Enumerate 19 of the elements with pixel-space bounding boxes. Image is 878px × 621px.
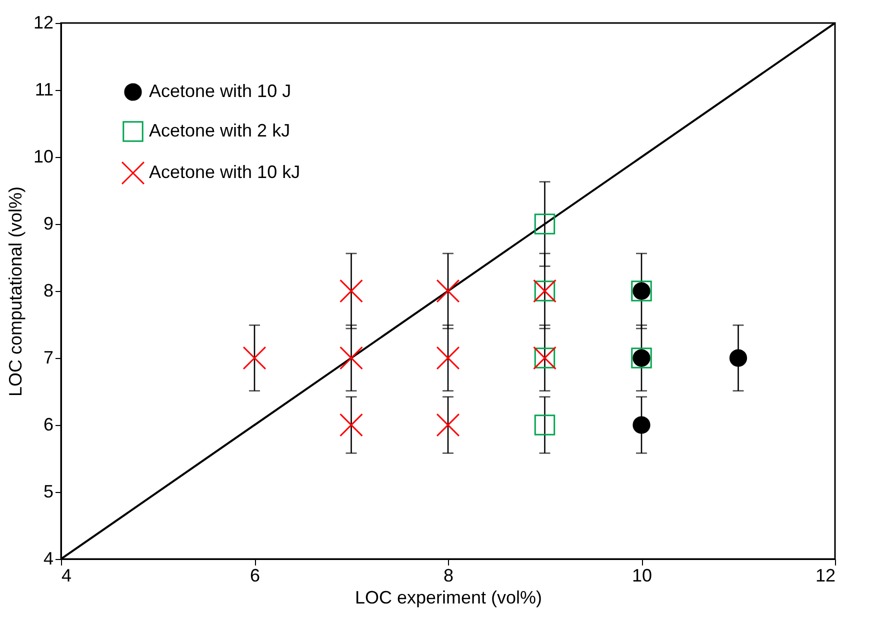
y-tick-label: 5 (43, 482, 54, 502)
y-tick-label: 4 (43, 548, 54, 568)
x-axis-title: LOC experiment (vol%) (354, 588, 542, 608)
y-tick-label: 8 (43, 280, 54, 300)
y-axis-title: LOC computational (vol%) (5, 186, 26, 397)
y-tick-label: 10 (33, 146, 54, 166)
x-tick-label: 10 (632, 566, 652, 586)
y-tick-label: 12 (33, 12, 54, 32)
x-tick-label: 4 (62, 566, 72, 586)
legend-label: Acetone with 10 kJ (149, 162, 300, 182)
legend-label: Acetone with 2 kJ (149, 120, 290, 140)
y-tick-label: 11 (34, 80, 54, 100)
y-tick-label: 6 (43, 414, 54, 434)
legend-label: Acetone with 10 J (149, 81, 292, 101)
y-tick-label: 7 (43, 348, 54, 368)
y-tick-label: 9 (43, 214, 54, 234)
x-tick-label: 12 (815, 566, 836, 586)
x-tick-label: 8 (443, 566, 454, 586)
x-tick-label: 6 (250, 566, 260, 586)
